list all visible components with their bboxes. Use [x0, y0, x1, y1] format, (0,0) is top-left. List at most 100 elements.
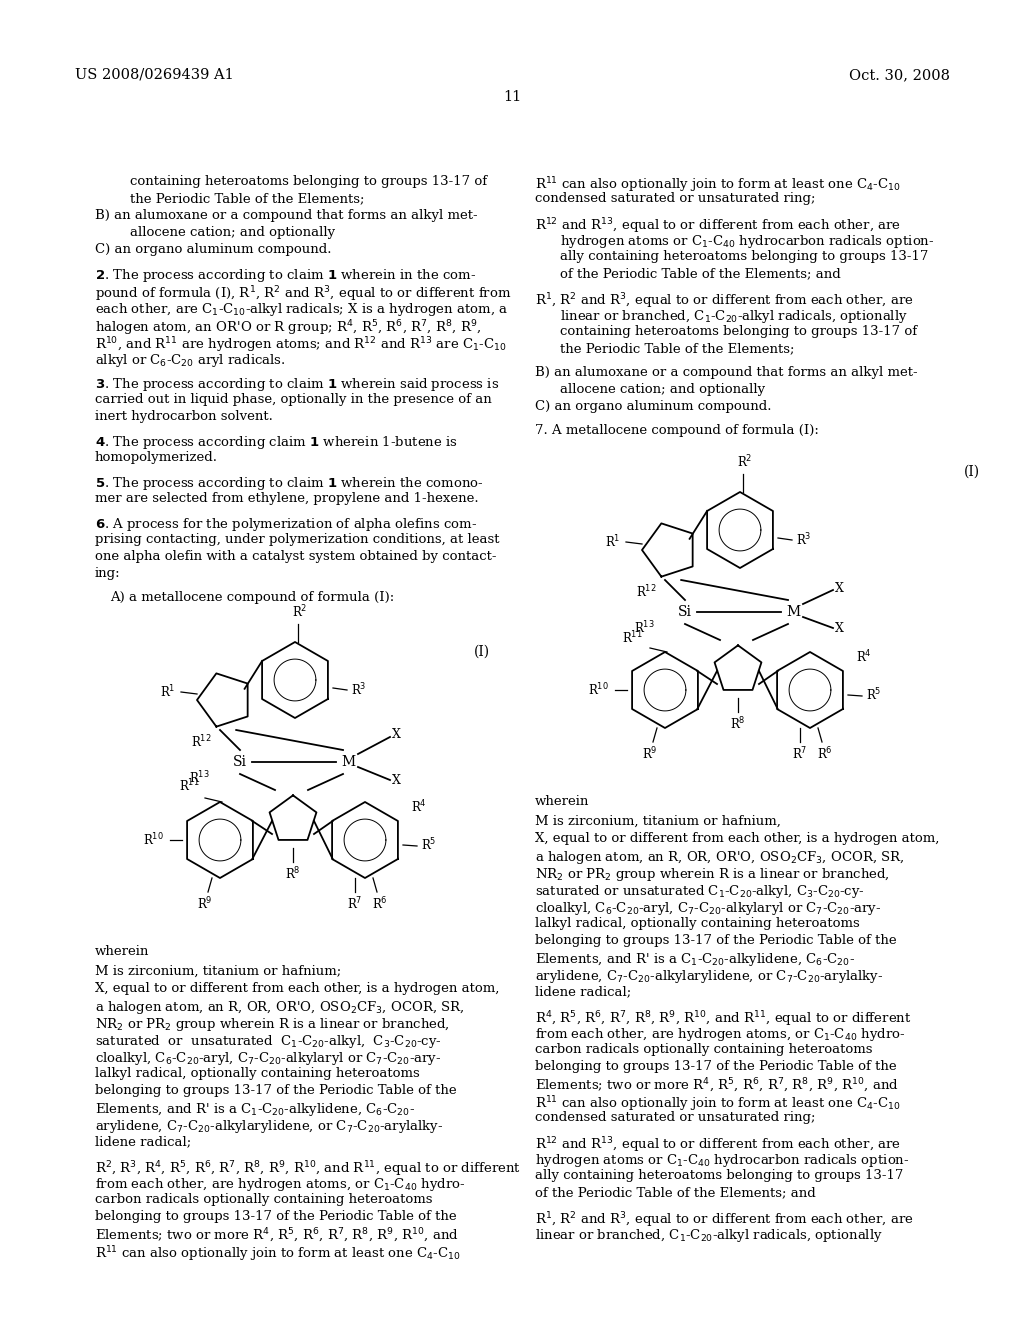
Text: R$^9$: R$^9$	[642, 746, 657, 763]
Text: R$^8$: R$^8$	[286, 866, 301, 883]
Text: wherein: wherein	[535, 795, 590, 808]
Text: R$^3$: R$^3$	[351, 681, 367, 698]
Text: R$^4$: R$^4$	[411, 799, 427, 816]
Text: R$^{11}$ can also optionally join to form at least one C$_4$-C$_{10}$: R$^{11}$ can also optionally join to for…	[535, 176, 900, 194]
Text: NR$_2$ or PR$_2$ group wherein R is a linear or branched,: NR$_2$ or PR$_2$ group wherein R is a li…	[535, 866, 890, 883]
Text: saturated  or  unsaturated  C$_1$-C$_{20}$-alkyl,  C$_3$-C$_{20}$-cy-: saturated or unsaturated C$_1$-C$_{20}$-…	[95, 1034, 441, 1049]
Text: X: X	[835, 622, 844, 635]
Text: pound of formula (I), R$^1$, R$^2$ and R$^3$, equal to or different from: pound of formula (I), R$^1$, R$^2$ and R…	[95, 284, 511, 304]
Text: the Periodic Table of the Elements;: the Periodic Table of the Elements;	[130, 191, 365, 205]
Text: NR$_2$ or PR$_2$ group wherein R is a linear or branched,: NR$_2$ or PR$_2$ group wherein R is a li…	[95, 1016, 450, 1034]
Text: R$^{11}$ can also optionally join to form at least one C$_4$-C$_{10}$: R$^{11}$ can also optionally join to for…	[535, 1094, 900, 1114]
Text: R$^7$: R$^7$	[793, 746, 808, 763]
Text: R$^8$: R$^8$	[730, 715, 745, 733]
Text: R$^{12}$: R$^{12}$	[191, 734, 212, 750]
Text: R$^6$: R$^6$	[817, 746, 833, 763]
Text: carbon radicals optionally containing heteroatoms: carbon radicals optionally containing he…	[95, 1193, 432, 1206]
Text: Elements, and R' is a C$_1$-C$_{20}$-alkylidene, C$_6$-C$_{20}$-: Elements, and R' is a C$_1$-C$_{20}$-alk…	[535, 950, 855, 968]
Text: lalkyl radical, optionally containing heteroatoms: lalkyl radical, optionally containing he…	[95, 1067, 420, 1080]
Text: belonging to groups 13-17 of the Periodic Table of the: belonging to groups 13-17 of the Periodi…	[95, 1210, 457, 1224]
Text: R$^{11}$ can also optionally join to form at least one C$_4$-C$_{10}$: R$^{11}$ can also optionally join to for…	[95, 1243, 461, 1263]
Text: R$^{10}$: R$^{10}$	[143, 832, 164, 849]
Text: (I): (I)	[964, 465, 980, 479]
Text: R$^6$: R$^6$	[372, 896, 388, 912]
Text: Si: Si	[678, 605, 692, 619]
Text: R$^{11}$: R$^{11}$	[623, 630, 643, 645]
Text: of the Periodic Table of the Elements; and: of the Periodic Table of the Elements; a…	[535, 1185, 816, 1199]
Text: R$^1$: R$^1$	[160, 684, 175, 701]
Text: carried out in liquid phase, optionally in the presence of an: carried out in liquid phase, optionally …	[95, 393, 492, 407]
Text: M is zirconium, titanium or hafnium;: M is zirconium, titanium or hafnium;	[95, 965, 341, 978]
Text: arylidene, C$_7$-C$_{20}$-alkylarylidene, or C$_7$-C$_{20}$-arylalky-: arylidene, C$_7$-C$_{20}$-alkylarylidene…	[95, 1118, 443, 1135]
Text: lidene radical;: lidene radical;	[535, 985, 631, 998]
Text: linear or branched, C$_1$-C$_{20}$-alkyl radicals, optionally: linear or branched, C$_1$-C$_{20}$-alkyl…	[535, 1228, 883, 1243]
Text: cloalkyl, C$_6$-C$_{20}$-aryl, C$_7$-C$_{20}$-alkylaryl or C$_7$-C$_{20}$-ary-: cloalkyl, C$_6$-C$_{20}$-aryl, C$_7$-C$_…	[95, 1049, 441, 1067]
Text: R$^{12}$ and R$^{13}$, equal to or different from each other, are: R$^{12}$ and R$^{13}$, equal to or diffe…	[535, 1135, 901, 1155]
Text: R$^4$, R$^5$, R$^6$, R$^7$, R$^8$, R$^9$, R$^{10}$, and R$^{11}$, equal to or di: R$^4$, R$^5$, R$^6$, R$^7$, R$^8$, R$^9$…	[535, 1008, 911, 1028]
Text: ally containing heteroatoms belonging to groups 13-17: ally containing heteroatoms belonging to…	[535, 1170, 903, 1181]
Text: R$^{12}$ and R$^{13}$, equal to or different from each other, are: R$^{12}$ and R$^{13}$, equal to or diffe…	[535, 216, 901, 235]
Text: containing heteroatoms belonging to groups 13-17 of: containing heteroatoms belonging to grou…	[560, 325, 918, 338]
Text: X, equal to or different from each other, is a hydrogen atom,: X, equal to or different from each other…	[95, 982, 500, 995]
Text: arylidene, C$_7$-C$_{20}$-alkylarylidene, or C$_7$-C$_{20}$-arylalky-: arylidene, C$_7$-C$_{20}$-alkylarylidene…	[535, 968, 884, 985]
Text: condensed saturated or unsaturated ring;: condensed saturated or unsaturated ring;	[535, 191, 815, 205]
Text: inert hydrocarbon solvent.: inert hydrocarbon solvent.	[95, 411, 272, 422]
Text: R$^1$: R$^1$	[604, 533, 620, 550]
Text: homopolymerized.: homopolymerized.	[95, 451, 218, 465]
Text: hydrogen atoms or C$_1$-C$_{40}$ hydrocarbon radicals option-: hydrogen atoms or C$_1$-C$_{40}$ hydroca…	[535, 1152, 909, 1170]
Text: X: X	[392, 774, 400, 787]
Text: R$^1$, R$^2$ and R$^3$, equal to or different from each other, are: R$^1$, R$^2$ and R$^3$, equal to or diff…	[535, 1210, 913, 1230]
Text: prising contacting, under polymerization conditions, at least: prising contacting, under polymerization…	[95, 533, 500, 546]
Text: lidene radical;: lidene radical;	[95, 1135, 191, 1148]
Text: C) an organo aluminum compound.: C) an organo aluminum compound.	[535, 400, 771, 413]
Text: lalkyl radical, optionally containing heteroatoms: lalkyl radical, optionally containing he…	[535, 917, 860, 931]
Text: R$^{10}$, and R$^{11}$ are hydrogen atoms; and R$^{12}$ and R$^{13}$ are C$_1$-C: R$^{10}$, and R$^{11}$ are hydrogen atom…	[95, 335, 507, 355]
Text: R$^2$: R$^2$	[292, 603, 307, 620]
Text: A) a metallocene compound of formula (I):: A) a metallocene compound of formula (I)…	[110, 591, 394, 605]
Text: R$^2$, R$^3$, R$^4$, R$^5$, R$^6$, R$^7$, R$^8$, R$^9$, R$^{10}$, and R$^{11}$, : R$^2$, R$^3$, R$^4$, R$^5$, R$^6$, R$^7$…	[95, 1159, 521, 1179]
Text: R$^{13}$: R$^{13}$	[189, 770, 210, 787]
Text: R$^{10}$: R$^{10}$	[588, 681, 609, 698]
Text: R$^{12}$: R$^{12}$	[636, 583, 657, 601]
Text: M is zirconium, titanium or hafnium,: M is zirconium, titanium or hafnium,	[535, 814, 781, 828]
Text: R$^4$: R$^4$	[856, 648, 871, 665]
Text: R$^5$: R$^5$	[866, 686, 882, 704]
Text: R$^2$: R$^2$	[737, 453, 753, 470]
Text: each other, are C$_1$-C$_{10}$-alkyl radicals; X is a hydrogen atom, a: each other, are C$_1$-C$_{10}$-alkyl rad…	[95, 301, 508, 318]
Text: cloalkyl, C$_6$-C$_{20}$-aryl, C$_7$-C$_{20}$-alkylaryl or C$_7$-C$_{20}$-ary-: cloalkyl, C$_6$-C$_{20}$-aryl, C$_7$-C$_…	[535, 900, 882, 917]
Text: M: M	[786, 605, 800, 619]
Text: R$^9$: R$^9$	[198, 896, 213, 912]
Text: B) an alumoxane or a compound that forms an alkyl met-: B) an alumoxane or a compound that forms…	[535, 366, 918, 379]
Text: X: X	[392, 727, 400, 741]
Text: a halogen atom, an R, OR, OR'O, OSO$_2$CF$_3$, OCOR, SR,: a halogen atom, an R, OR, OR'O, OSO$_2$C…	[535, 849, 904, 866]
Text: R$^{13}$: R$^{13}$	[634, 619, 655, 636]
Text: containing heteroatoms belonging to groups 13-17 of: containing heteroatoms belonging to grou…	[130, 176, 487, 187]
Text: mer are selected from ethylene, propylene and 1-hexene.: mer are selected from ethylene, propylen…	[95, 492, 478, 506]
Text: B) an alumoxane or a compound that forms an alkyl met-: B) an alumoxane or a compound that forms…	[95, 209, 477, 222]
Text: $\mathbf{6}$. A process for the polymerization of alpha olefins com-: $\mathbf{6}$. A process for the polymeri…	[95, 516, 477, 533]
Text: one alpha olefin with a catalyst system obtained by contact-: one alpha olefin with a catalyst system …	[95, 550, 497, 564]
Text: wherein: wherein	[95, 945, 150, 958]
Text: Oct. 30, 2008: Oct. 30, 2008	[849, 69, 950, 82]
Text: carbon radicals optionally containing heteroatoms: carbon radicals optionally containing he…	[535, 1043, 872, 1056]
Text: C) an organo aluminum compound.: C) an organo aluminum compound.	[95, 243, 332, 256]
Text: ing:: ing:	[95, 568, 121, 579]
Text: a halogen atom, an R, OR, OR'O, OSO$_2$CF$_3$, OCOR, SR,: a halogen atom, an R, OR, OR'O, OSO$_2$C…	[95, 999, 465, 1016]
Text: 7. A metallocene compound of formula (I):: 7. A metallocene compound of formula (I)…	[535, 424, 819, 437]
Text: R$^5$: R$^5$	[421, 837, 436, 853]
Text: Si: Si	[233, 755, 247, 770]
Text: 11: 11	[503, 90, 521, 104]
Text: saturated or unsaturated C$_1$-C$_{20}$-alkyl, C$_3$-C$_{20}$-cy-: saturated or unsaturated C$_1$-C$_{20}$-…	[535, 883, 865, 900]
Text: condensed saturated or unsaturated ring;: condensed saturated or unsaturated ring;	[535, 1111, 815, 1125]
Text: X: X	[835, 582, 844, 594]
Text: $\mathbf{3}$. The process according to claim $\mathbf{1}$ wherein said process i: $\mathbf{3}$. The process according to c…	[95, 376, 499, 393]
Text: from each other, are hydrogen atoms, or C$_1$-C$_{40}$ hydro-: from each other, are hydrogen atoms, or …	[535, 1026, 905, 1043]
Text: of the Periodic Table of the Elements; and: of the Periodic Table of the Elements; a…	[560, 267, 841, 280]
Text: alkyl or C$_6$-C$_{20}$ aryl radicals.: alkyl or C$_6$-C$_{20}$ aryl radicals.	[95, 352, 286, 370]
Text: R$^3$: R$^3$	[796, 532, 811, 548]
Text: X, equal to or different from each other, is a hydrogen atom,: X, equal to or different from each other…	[535, 832, 939, 845]
Text: allocene cation; and optionally: allocene cation; and optionally	[130, 226, 335, 239]
Text: Elements; two or more R$^4$, R$^5$, R$^6$, R$^7$, R$^8$, R$^9$, R$^{10}$, and: Elements; two or more R$^4$, R$^5$, R$^6…	[535, 1077, 899, 1096]
Text: R$^1$, R$^2$ and R$^3$, equal to or different from each other, are: R$^1$, R$^2$ and R$^3$, equal to or diff…	[535, 290, 913, 310]
Text: hydrogen atoms or C$_1$-C$_{40}$ hydrocarbon radicals option-: hydrogen atoms or C$_1$-C$_{40}$ hydroca…	[560, 234, 935, 249]
